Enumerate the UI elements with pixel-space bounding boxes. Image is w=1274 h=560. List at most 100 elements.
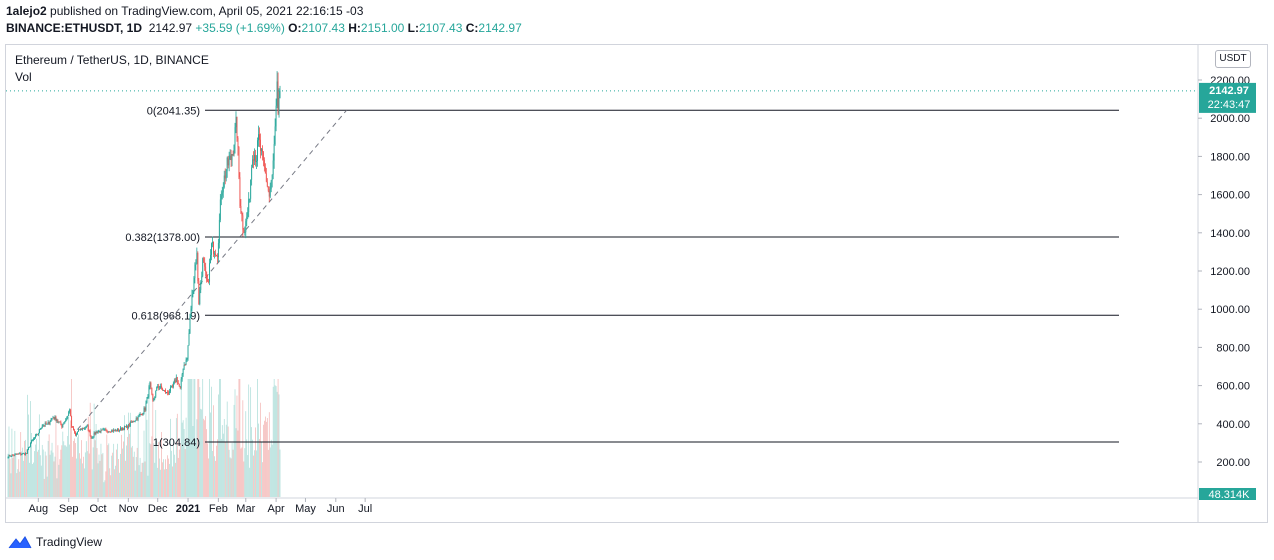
volume-bar [144, 461, 146, 497]
volume-bar [8, 426, 10, 497]
candle-body [214, 253, 216, 256]
fib-level-label: 0.618(968.19) [132, 310, 201, 322]
candle-body [155, 390, 157, 397]
candle-body [136, 418, 138, 420]
candle-body [191, 294, 193, 309]
candle-body [57, 420, 59, 422]
volume-bar [72, 456, 73, 497]
candle-body [181, 374, 183, 380]
volume-bar [107, 445, 109, 497]
volume-bar [52, 452, 54, 497]
volume-bar [24, 440, 25, 497]
candle-body [156, 386, 158, 391]
volume-bar [123, 441, 124, 497]
volume-bar [228, 449, 230, 497]
candle-body [86, 425, 88, 427]
candle-body [174, 380, 176, 383]
volume-tag-value: 48.314K [1209, 489, 1251, 501]
candle-body [197, 252, 199, 281]
candle-body [113, 429, 115, 432]
published-text: published on TradingView.com, April 05, … [50, 4, 364, 18]
candle-body [233, 144, 235, 155]
volume-bar [82, 456, 84, 497]
footer-brand[interactable]: TradingView [8, 533, 102, 551]
candle-body [173, 380, 175, 383]
volume-bar [14, 430, 16, 497]
candle-body [198, 280, 200, 305]
close-value: 2142.97 [478, 21, 522, 35]
volume-bar [103, 482, 105, 497]
candle-body [162, 388, 164, 391]
candle-body [130, 422, 132, 423]
volume-bar [258, 423, 259, 497]
volume-bar [270, 439, 272, 497]
chart-frame [5, 44, 1268, 523]
candle-body [248, 198, 250, 213]
candle-body [141, 414, 143, 416]
candle-body [133, 421, 135, 423]
volume-bar [141, 462, 143, 497]
trendline[interactable] [77, 109, 347, 430]
candle-body [240, 206, 242, 213]
time-tick-label: Aug [29, 503, 49, 515]
volume-bar [232, 449, 234, 497]
candle-body [21, 454, 23, 455]
volume-bar [145, 399, 147, 497]
volume-bar [124, 415, 125, 497]
fib-level-label: 0(2041.35) [147, 105, 200, 117]
volume-bar [279, 449, 281, 497]
candle-body [253, 159, 255, 161]
candle-body [262, 152, 264, 160]
price-tick-label: 1800.00 [1210, 151, 1250, 163]
candle-body [177, 383, 179, 384]
volume-bar [158, 441, 160, 497]
candle-body [224, 175, 226, 179]
volume-bar [197, 379, 199, 497]
candle-body [95, 431, 97, 435]
volume-bar [189, 379, 191, 497]
volume-bar [84, 452, 86, 497]
volume-bar [268, 412, 270, 497]
candle-body [25, 453, 27, 455]
candle-body [106, 429, 108, 432]
candle-body [165, 390, 166, 394]
candle-body [164, 390, 166, 391]
candle-body [154, 396, 156, 399]
time-tick-label: Nov [119, 503, 139, 515]
fib-retracement[interactable]: 0(2041.35) 0.382(1378.00) 0.618(968.19) 1(3… [125, 105, 1119, 449]
candle-body [243, 229, 245, 233]
candle-body [201, 276, 203, 283]
volume-bar [217, 439, 218, 497]
volume-tag-bg [1199, 488, 1256, 500]
volume-bar [168, 458, 169, 497]
volume-bar [99, 460, 101, 497]
volume-bar [48, 434, 50, 497]
price-tick-label: 800.00 [1216, 342, 1250, 354]
candle-body [45, 423, 47, 425]
candle-body [215, 255, 217, 257]
candle-body [68, 411, 70, 417]
volume-bar [42, 449, 44, 497]
candle-body [77, 431, 78, 434]
candle-body [61, 424, 63, 427]
candle-body [59, 421, 61, 423]
candle-body [189, 317, 191, 334]
volume-bar [53, 461, 55, 497]
candle-body [217, 243, 219, 258]
time-tick-label: Dec [148, 503, 168, 515]
candle-body [221, 192, 223, 196]
time-tick-label: Oct [89, 503, 106, 515]
volume-bar [128, 412, 129, 497]
candle-body [78, 429, 80, 431]
candle-body [76, 433, 77, 436]
volume-bar [243, 461, 245, 497]
candle-body [276, 81, 278, 106]
volume-bar [162, 462, 163, 497]
volume-bar [55, 419, 57, 497]
candle-body [239, 177, 241, 206]
candle-body [101, 429, 103, 431]
candle-body [168, 392, 169, 394]
candle-body [182, 368, 184, 375]
currency-button[interactable]: USDT [1215, 50, 1251, 68]
